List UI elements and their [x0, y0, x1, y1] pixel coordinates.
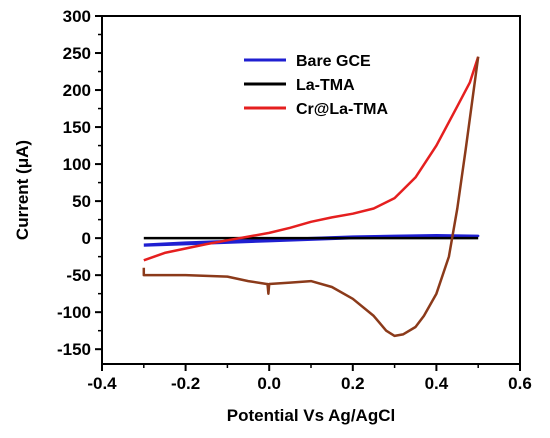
y-tick-label: -100: [57, 303, 91, 322]
y-axis-title: Current (μA): [13, 140, 32, 240]
legend-label-la-tma: La-TMA: [296, 77, 355, 94]
y-tick-label: 200: [63, 81, 91, 100]
y-tick-label: 100: [63, 155, 91, 174]
y-tick-label: 150: [63, 118, 91, 137]
x-tick-label: 0.2: [341, 374, 365, 393]
x-tick-label: -0.2: [171, 374, 200, 393]
y-tick-label: -150: [57, 340, 91, 359]
x-axis-title: Potential Vs Ag/AgCl: [227, 406, 395, 425]
x-tick-label: 0.0: [257, 374, 281, 393]
x-tick-label: 0.6: [508, 374, 532, 393]
y-tick-label: -50: [66, 266, 91, 285]
legend-label-bare-gce: Bare GCE: [296, 53, 371, 70]
series-line-cr-la-tma-forward: [143, 56, 480, 262]
series-line-bare-gce: [143, 233, 480, 247]
legend: Bare GCE La-TMA Cr@La-TMA: [244, 53, 388, 118]
y-tick-label: 300: [63, 7, 91, 26]
y-tick-label: 50: [72, 192, 91, 211]
series-line-cr-la-tma-reverse: [142, 56, 480, 338]
y-tick-label: 0: [82, 229, 91, 248]
y-tick-label: 250: [63, 44, 91, 63]
x-tick-label: -0.4: [87, 374, 117, 393]
legend-label-cr-la-tma: Cr@La-TMA: [296, 101, 388, 118]
y-axis: -150 -100 -50 0 50 100 150 200 250 300: [57, 7, 102, 359]
x-axis: -0.4 -0.2 0.0 0.2 0.4 0.6: [87, 364, 532, 393]
x-tick-label: 0.4: [425, 374, 449, 393]
plot-area: [142, 56, 480, 338]
